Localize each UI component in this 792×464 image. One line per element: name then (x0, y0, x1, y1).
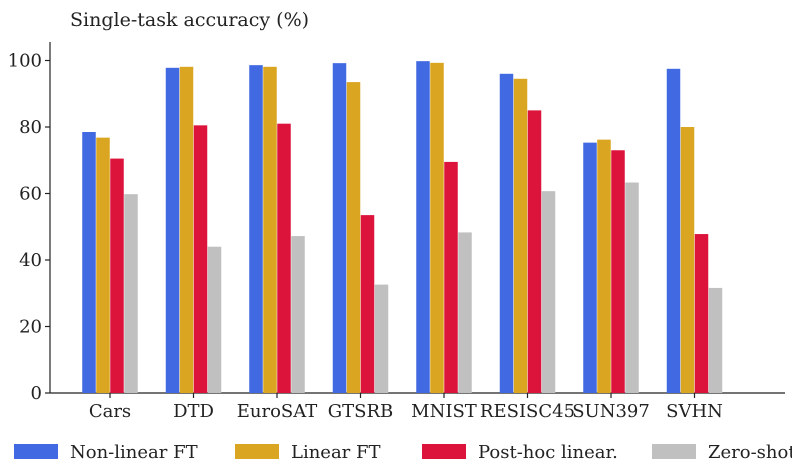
bar (708, 287, 723, 393)
y-tick-label: 60 (19, 184, 42, 205)
bar (165, 67, 180, 393)
legend-label: Linear FT (291, 442, 381, 463)
bar (430, 62, 444, 393)
bar (360, 215, 375, 393)
bar (249, 65, 263, 393)
bar (263, 66, 277, 393)
x-tick-label: SVHN (666, 401, 723, 422)
bar (499, 73, 514, 394)
x-tick-label: MNIST (411, 401, 477, 422)
bar (96, 137, 110, 393)
legend-label: Post-hoc linear. (478, 442, 618, 463)
bar (332, 63, 347, 393)
x-tick-label: Cars (89, 401, 131, 422)
legend-swatch (652, 444, 696, 459)
bar (291, 236, 305, 393)
legend-label: Zero-shot (708, 442, 792, 463)
bar (82, 131, 96, 394)
y-tick-label: 100 (8, 51, 42, 72)
bar (625, 182, 639, 393)
y-tick-label: 0 (31, 383, 42, 404)
bar (374, 284, 389, 393)
bar (207, 246, 222, 393)
bar (597, 139, 611, 393)
bar (666, 68, 681, 393)
legend: Non-linear FT Linear FT Post-hoc linear. Ze… (14, 442, 792, 463)
bar (680, 127, 695, 393)
bar (527, 110, 542, 394)
legend-swatch (14, 444, 58, 459)
y-tick-label: 40 (19, 250, 42, 271)
x-tick-label: DTD (173, 401, 214, 422)
legend-swatch (235, 444, 279, 459)
x-tick-label: GTSRB (328, 401, 394, 422)
legend-label: Non-linear FT (70, 442, 198, 463)
bar (110, 158, 124, 393)
chart-title: Single-task accuracy (%) (70, 9, 309, 31)
bar (346, 82, 361, 394)
bar (583, 142, 597, 393)
bar (513, 78, 528, 393)
bar (416, 61, 430, 393)
bar (541, 191, 556, 393)
bar (124, 194, 138, 393)
bar (277, 123, 291, 394)
bar (179, 66, 194, 393)
x-tick-label: EuroSAT (237, 401, 318, 422)
bar (444, 161, 458, 393)
legend-swatch (422, 444, 466, 459)
bar (694, 234, 709, 393)
x-tick-label: SUN397 (572, 401, 650, 422)
y-tick-label: 80 (19, 117, 42, 138)
bar (458, 232, 472, 393)
bar (611, 150, 625, 393)
x-tick-label: RESISC45 (480, 401, 575, 422)
bars-group (82, 61, 723, 394)
y-tick-label: 20 (19, 317, 42, 338)
bar (193, 125, 208, 393)
